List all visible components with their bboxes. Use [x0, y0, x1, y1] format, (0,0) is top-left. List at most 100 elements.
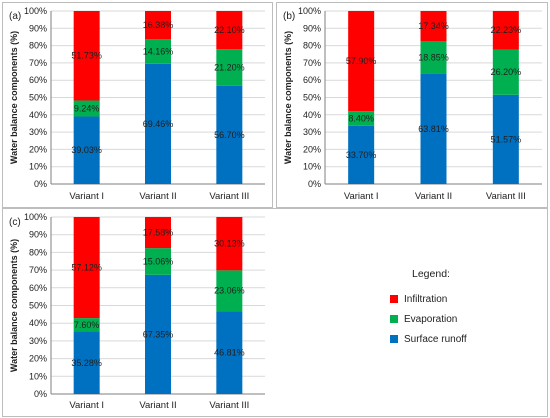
y-tick-label: 30%	[29, 336, 47, 346]
x-category-label: Variant II	[139, 400, 176, 411]
bar-segment-evaporation	[73, 100, 100, 117]
y-tick-label: 90%	[303, 23, 321, 33]
bar-segment-infiltration	[145, 217, 171, 249]
y-tick-label: 0%	[308, 179, 321, 189]
legend-label-surface-runoff: Surface runoff	[404, 333, 467, 345]
bar-segment-evaporation	[348, 111, 375, 126]
y-tick-label: 100%	[298, 6, 321, 16]
y-tick-label: 70%	[29, 58, 47, 68]
bar-segment-evaporation	[73, 318, 100, 332]
bar-segment-infiltration	[348, 11, 375, 112]
bar-segment-surface-runoff	[73, 331, 100, 394]
y-tick-label: 40%	[303, 110, 321, 120]
y-tick-label: 90%	[29, 23, 47, 33]
y-tick-label: 0%	[34, 389, 47, 399]
bar-segment-evaporation	[492, 49, 519, 95]
chart-panel-c: 0% 10% 20% 30% 40% 50% 60% 70% 80% 90% 100% (c) Wate…	[2, 208, 548, 417]
data-label: 51.73%	[71, 51, 102, 61]
data-label: 30.13%	[214, 239, 245, 249]
data-label: 63.81%	[418, 124, 449, 134]
y-axis-label: Water balance components (%)	[283, 31, 293, 164]
data-label: 51.57%	[491, 134, 522, 144]
y-tick-label: 60%	[303, 75, 321, 85]
bar-segment-infiltration	[216, 11, 243, 50]
bar-segment-evaporation	[216, 270, 243, 312]
y-tick-label: 20%	[29, 144, 47, 154]
y-tick-label: 50%	[29, 93, 47, 103]
y-tick-label: 60%	[29, 75, 47, 85]
x-category-label: Variant III	[486, 191, 526, 202]
y-tick-label: 10%	[29, 162, 47, 172]
bar-segment-surface-runoff	[73, 116, 100, 184]
panel-label-c: (c)	[9, 217, 21, 228]
y-tick-label: 90%	[29, 230, 47, 240]
y-tick-label: 80%	[303, 41, 321, 51]
x-category-label: Variant III	[209, 191, 249, 202]
bar-segment-evaporation	[145, 248, 171, 275]
bar-segment-surface-runoff	[216, 85, 243, 184]
chart-b-svg: 0% 10% 20% 30% 40% 50% 60% 70% 80% 90% 100%(b) Wate…	[283, 6, 542, 202]
legend-item-infiltration: Infiltration	[390, 292, 447, 306]
x-category-label: Variant II	[139, 191, 176, 202]
x-category-label: Variant II	[415, 191, 452, 202]
data-label: 7.60%	[74, 320, 100, 330]
data-label: 18.85%	[418, 52, 449, 62]
data-label: 39.03%	[71, 145, 102, 155]
legend-item-surface-runoff: Surface runoff	[390, 332, 467, 346]
data-label: 26.20%	[491, 67, 522, 77]
bar-segment-surface-runoff	[145, 274, 171, 394]
bar-segment-infiltration	[216, 217, 243, 271]
x-category-label: Variant I	[69, 400, 104, 411]
data-label: 16.38%	[143, 20, 174, 30]
data-label: 22.23%	[491, 25, 522, 35]
data-label: 46.81%	[214, 348, 245, 358]
y-tick-label: 50%	[303, 93, 321, 103]
data-label: 57.90%	[346, 56, 377, 66]
legend: Legend: Infiltration Evaporation Surface…	[390, 262, 540, 372]
y-tick-label: 20%	[29, 354, 47, 364]
y-tick-label: 10%	[303, 162, 321, 172]
legend-item-evaporation: Evaporation	[390, 312, 457, 326]
bar-segment-infiltration	[145, 11, 171, 40]
chart-panel-a: 0% 10% 20% 30% 40% 50% 60% 70% 80% 90% 100% (a) Wate…	[2, 2, 273, 208]
data-label: 69.46%	[143, 119, 174, 129]
y-tick-label: 0%	[34, 179, 47, 189]
legend-title: Legend:	[412, 268, 450, 280]
bar-segment-surface-runoff	[420, 73, 447, 184]
chart-panel-b: 0% 10% 20% 30% 40% 50% 60% 70% 80% 90% 100% (b) Wate…	[276, 2, 548, 208]
data-label: 15.06%	[143, 256, 174, 266]
x-category-label: Variant I	[69, 191, 104, 202]
x-category-label: Variant I	[344, 191, 379, 202]
y-tick-label: 30%	[29, 127, 47, 137]
data-label: 57.12%	[71, 263, 102, 273]
bar-segment-surface-runoff	[348, 125, 375, 184]
bar-segment-infiltration	[73, 11, 100, 101]
y-tick-label: 80%	[29, 41, 47, 51]
y-tick-label: 10%	[29, 371, 47, 381]
data-label: 56.70%	[214, 130, 245, 140]
panel-label-b: (b)	[283, 11, 295, 22]
panel-label-a: (a)	[9, 11, 21, 22]
bar-segment-infiltration	[420, 11, 447, 41]
bar-segment-surface-runoff	[492, 94, 519, 184]
data-label: 33.70%	[346, 150, 377, 160]
y-tick-label: 40%	[29, 318, 47, 328]
data-label: 23.06%	[214, 286, 245, 296]
y-tick-label: 50%	[29, 301, 47, 311]
bar-segment-evaporation	[216, 49, 243, 86]
data-label: 8.40%	[348, 113, 374, 123]
y-axis-label: Water balance components (%)	[9, 31, 19, 164]
legend-label-evaporation: Evaporation	[404, 313, 458, 325]
chart-a-svg: 0% 10% 20% 30% 40% 50% 60% 70% 80% 90% 100%(a) Wate…	[9, 6, 265, 202]
y-tick-label: 80%	[29, 247, 47, 257]
x-category-label: Variant III	[209, 400, 249, 411]
data-label: 35.28%	[71, 358, 102, 368]
y-tick-label: 20%	[303, 144, 321, 154]
y-tick-label: 40%	[29, 110, 47, 120]
legend-swatch-evaporation	[390, 315, 398, 323]
data-label: 17.34%	[418, 21, 449, 31]
y-axis-label: Water balance components (%)	[9, 239, 19, 372]
data-label: 14.16%	[143, 47, 174, 57]
bar-segment-infiltration	[73, 217, 100, 319]
data-label: 17.58%	[143, 228, 174, 238]
